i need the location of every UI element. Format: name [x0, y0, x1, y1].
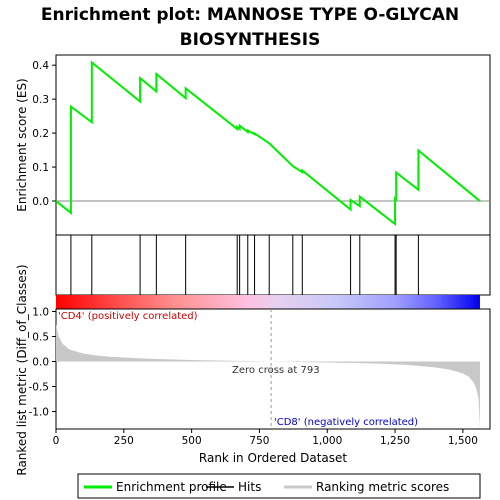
- es-panel: 0.0 0.1 0.2 0.3 0.4: [32, 54, 491, 236]
- x-tick-label: 750: [249, 435, 269, 447]
- x-tick-label: 1,500: [448, 435, 478, 447]
- metric-panel: 1.0 0.5 0.0 -0.5 -1.0 'CD4' (positively corr…: [29, 307, 491, 430]
- rank-color-bar: [56, 295, 480, 309]
- es-y-tick-label: 0.3: [32, 94, 49, 106]
- legend-hits-label: Hits: [238, 480, 261, 494]
- metric-panel-frame: [55, 308, 491, 430]
- es-y-tick-label: 0.1: [32, 162, 49, 174]
- x-axis-ticks: 0 250 500 750 1,000 1,250 1,500: [53, 429, 478, 447]
- chart-title-line1: Enrichment plot: MANNOSE TYPE O-GLYCAN: [41, 5, 459, 25]
- x-tick-label: 250: [114, 435, 134, 447]
- hits-panel: [55, 234, 491, 296]
- x-tick-label: 1,250: [380, 435, 410, 447]
- x-tick-label: 500: [182, 435, 202, 447]
- metric-y-axis-label: Ranked list metric (Diff_of_Classes): [15, 264, 29, 475]
- es-y-tick-label: 0.4: [32, 60, 49, 72]
- hit-lines: [70, 235, 419, 295]
- es-y-tick-label: 0.0: [32, 196, 49, 208]
- legend-box: [77, 473, 481, 499]
- hits-panel-frame: [55, 234, 491, 296]
- positive-class-label: 'CD4' (positively correlated): [58, 311, 198, 322]
- es-y-tick-label: 0.2: [32, 128, 49, 140]
- es-y-ticks: 0.0 0.1 0.2 0.3 0.4: [32, 60, 56, 208]
- negative-class-label: 'CD8' (negatively correlated): [274, 417, 418, 428]
- x-tick-label: 0: [53, 435, 60, 447]
- metric-y-tick-label: 0.5: [32, 332, 49, 344]
- rank-gradient: [56, 295, 480, 309]
- chart-title-line2: BIOSYNTHESIS: [180, 30, 321, 50]
- es-profile-line: [55, 60, 481, 227]
- legend-metric-label: Ranking metric scores: [316, 480, 449, 494]
- metric-y-ticks: 1.0 0.5 0.0 -0.5 -1.0: [29, 307, 56, 419]
- metric-y-tick-label: 1.0: [32, 307, 49, 319]
- metric-y-tick-label: -0.5: [29, 382, 50, 394]
- zero-cross-label: Zero cross at 793: [232, 365, 320, 376]
- es-panel-frame: [55, 54, 491, 236]
- x-tick-label: 1,000: [312, 435, 342, 447]
- legend-enrichment-label: Enrichment profile: [116, 480, 227, 494]
- metric-y-tick-label: -1.0: [29, 407, 50, 419]
- legend: Enrichment profile Hits Ranking metric s…: [77, 473, 481, 499]
- x-axis-label: Rank in Ordered Dataset: [199, 451, 347, 465]
- es-y-axis-label: Enrichment score (ES): [15, 78, 29, 211]
- metric-y-tick-label: 0.0: [32, 357, 49, 369]
